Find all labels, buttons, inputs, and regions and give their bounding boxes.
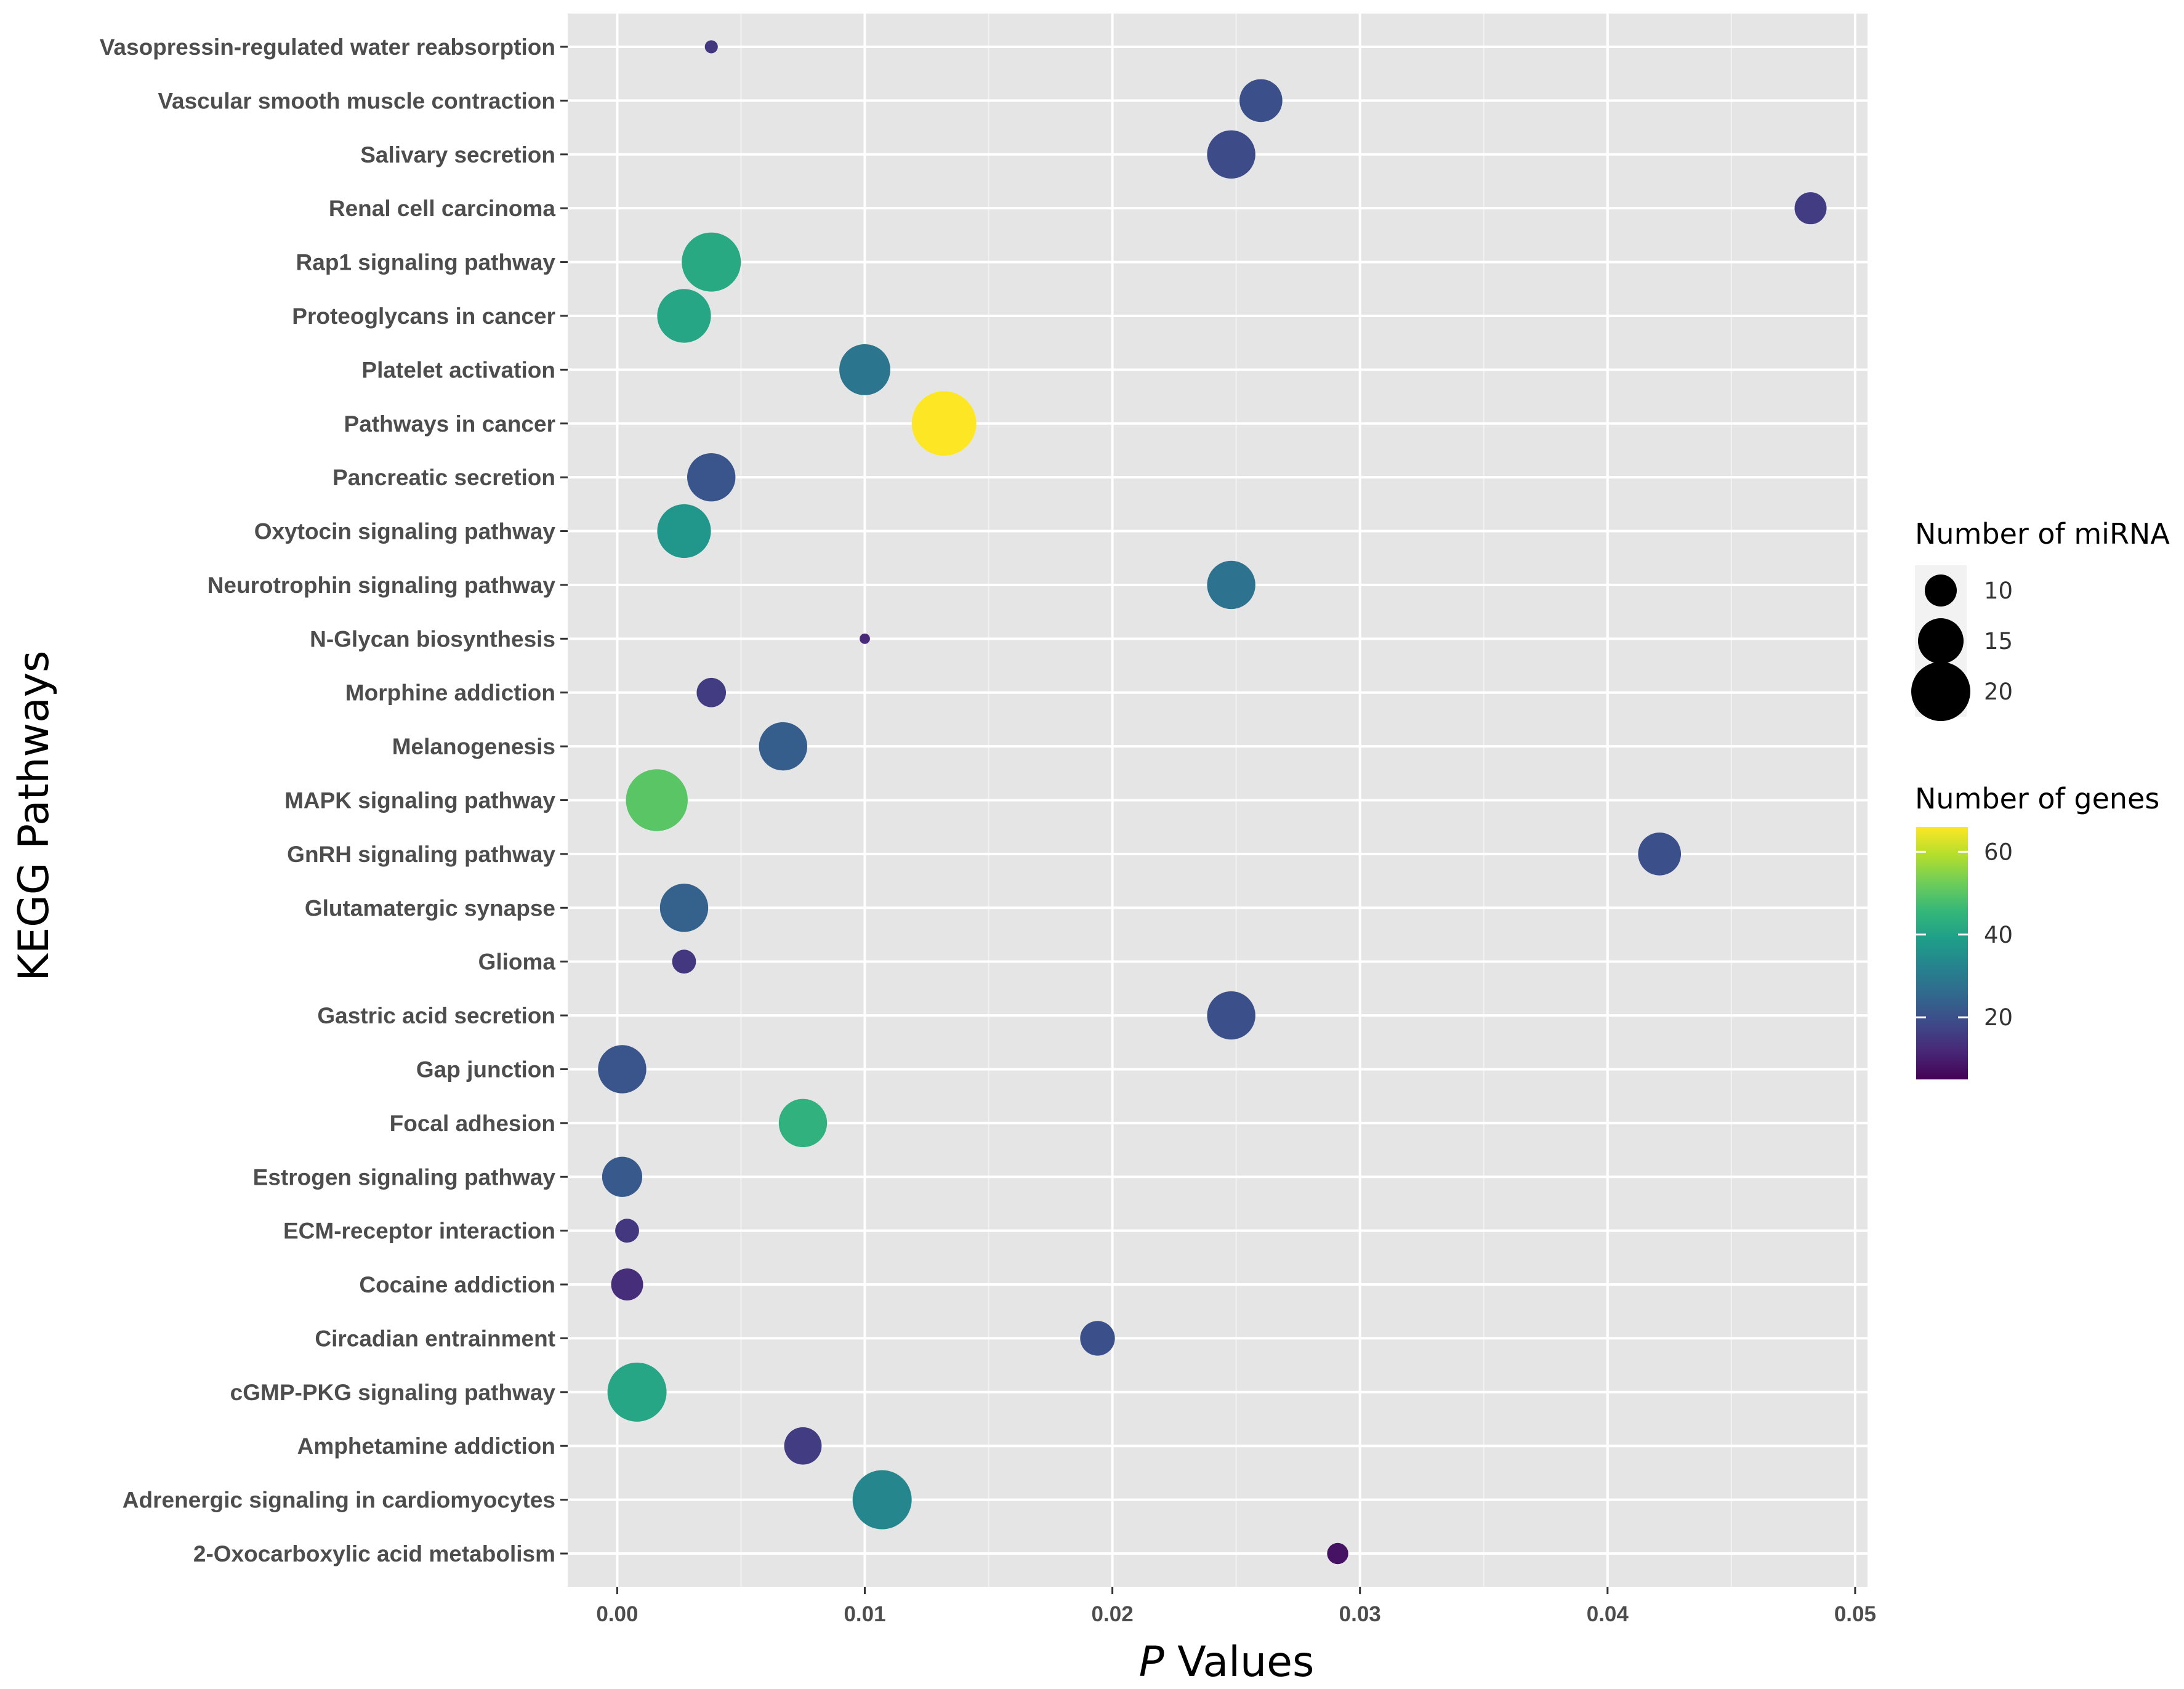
y-tick-label: Gap junction bbox=[416, 1057, 555, 1082]
data-point bbox=[626, 769, 688, 831]
y-tick-label: Amphetamine addiction bbox=[297, 1433, 555, 1459]
y-tick-label: Estrogen signaling pathway bbox=[253, 1164, 556, 1190]
y-tick-label: Vasopressin-regulated water reabsorption bbox=[100, 34, 555, 60]
color-legend-ticks: 60 40 20 bbox=[1916, 839, 2013, 1031]
x-tick-label: 0.01 bbox=[844, 1602, 885, 1626]
y-tick-label: N-Glycan biosynthesis bbox=[310, 626, 555, 651]
y-tick-label: GnRH signaling pathway bbox=[287, 842, 555, 867]
data-point bbox=[784, 1427, 822, 1465]
y-tick-label: Glioma bbox=[478, 949, 556, 975]
y-tick-label: Circadian entrainment bbox=[315, 1326, 555, 1351]
data-point bbox=[657, 504, 711, 558]
data-point bbox=[1207, 560, 1255, 610]
size-legend-dot bbox=[1911, 662, 1970, 721]
data-point bbox=[682, 232, 741, 292]
y-axis-title: KEGG Pathways bbox=[10, 651, 58, 982]
color-legend-label: 60 bbox=[1984, 839, 2013, 865]
size-legend-keys: 10 15 20 bbox=[1911, 565, 2013, 721]
y-tick-label: Neurotrophin signaling pathway bbox=[208, 573, 556, 598]
data-points bbox=[598, 40, 1827, 1565]
data-point bbox=[778, 1098, 828, 1148]
y-tick-label: Melanogenesis bbox=[392, 734, 555, 759]
data-point bbox=[696, 677, 727, 707]
y-tick-label: Glutamatergic synapse bbox=[305, 895, 555, 921]
x-axis-title-rest: Values bbox=[1164, 1638, 1315, 1687]
x-tick-label: 0.00 bbox=[596, 1602, 638, 1626]
size-legend-label: 20 bbox=[1984, 679, 2013, 705]
x-tick-label: 0.03 bbox=[1339, 1602, 1381, 1626]
y-tick-label: 2-Oxocarboxylic acid metabolism bbox=[193, 1541, 555, 1566]
y-tick-label: Adrenergic signaling in cardiomyocytes bbox=[123, 1488, 555, 1513]
legend: Number of miRNA 10 15 20 Number of genes 6… bbox=[1911, 517, 2170, 1079]
data-point bbox=[759, 722, 808, 771]
data-point bbox=[659, 884, 709, 932]
size-legend-title: Number of miRNA bbox=[1915, 517, 2170, 550]
x-axis-title-italic: P bbox=[1139, 1638, 1164, 1687]
size-legend-label: 15 bbox=[1984, 628, 2013, 655]
size-legend-dot bbox=[1918, 618, 1964, 664]
data-point bbox=[704, 40, 718, 54]
data-point bbox=[615, 1219, 639, 1243]
y-tick-label: Renal cell carcinoma bbox=[329, 196, 556, 221]
data-point bbox=[687, 453, 736, 502]
size-legend-label: 10 bbox=[1984, 578, 2013, 604]
data-point bbox=[1207, 130, 1255, 179]
data-point bbox=[1239, 79, 1283, 123]
data-point bbox=[1327, 1542, 1348, 1565]
data-point bbox=[1638, 832, 1682, 876]
y-tick-label: Salivary secretion bbox=[360, 142, 555, 167]
y-tick-label: Proteoglycans in cancer bbox=[292, 304, 555, 329]
color-legend-title: Number of genes bbox=[1915, 782, 2159, 815]
data-point bbox=[607, 1362, 667, 1422]
color-legend-label: 20 bbox=[1984, 1004, 2013, 1031]
y-tick-label: Morphine addiction bbox=[345, 680, 555, 706]
y-tick-label: Cocaine addiction bbox=[359, 1272, 555, 1297]
x-tick-label: 0.02 bbox=[1092, 1602, 1134, 1626]
color-legend-bar bbox=[1916, 827, 1968, 1079]
data-point bbox=[1080, 1321, 1115, 1356]
x-axis: 0.00 0.01 0.02 0.03 0.04 0.05 bbox=[596, 1587, 1876, 1626]
x-axis-title: P Values bbox=[1139, 1638, 1315, 1687]
y-tick-label: Gastric acid secretion bbox=[317, 1003, 555, 1028]
color-legend-label: 40 bbox=[1984, 922, 2013, 948]
y-tick-label: Platelet activation bbox=[361, 357, 555, 382]
data-point bbox=[911, 391, 977, 456]
x-tick-label: 0.05 bbox=[1834, 1602, 1876, 1626]
data-point bbox=[602, 1156, 643, 1197]
y-tick-label: Vascular smooth muscle contraction bbox=[158, 88, 555, 113]
data-point bbox=[852, 1470, 912, 1530]
y-tick-label: Oxytocin signaling pathway bbox=[254, 519, 556, 544]
major-gridlines bbox=[568, 14, 1868, 1587]
y-tick-label: cGMP-PKG signaling pathway bbox=[230, 1380, 556, 1405]
data-point bbox=[1794, 192, 1827, 225]
data-point bbox=[839, 344, 890, 395]
y-tick-label: Pathways in cancer bbox=[344, 411, 555, 437]
y-tick-label: Focal adhesion bbox=[390, 1111, 555, 1136]
data-point bbox=[860, 633, 870, 644]
x-tick-label: 0.04 bbox=[1587, 1602, 1629, 1626]
data-point bbox=[1207, 991, 1255, 1040]
y-tick-label: Pancreatic secretion bbox=[332, 465, 555, 490]
data-point bbox=[611, 1268, 643, 1301]
data-point bbox=[657, 289, 711, 343]
data-point bbox=[598, 1045, 647, 1094]
size-legend-dot bbox=[1925, 574, 1957, 607]
y-tick-label: ECM-receptor interaction bbox=[283, 1219, 555, 1244]
y-tick-label: Rap1 signaling pathway bbox=[296, 250, 556, 275]
data-point bbox=[672, 949, 696, 974]
y-tick-label: MAPK signaling pathway bbox=[284, 788, 555, 813]
y-axis: Vasopressin-regulated water reabsorption… bbox=[100, 34, 568, 1566]
